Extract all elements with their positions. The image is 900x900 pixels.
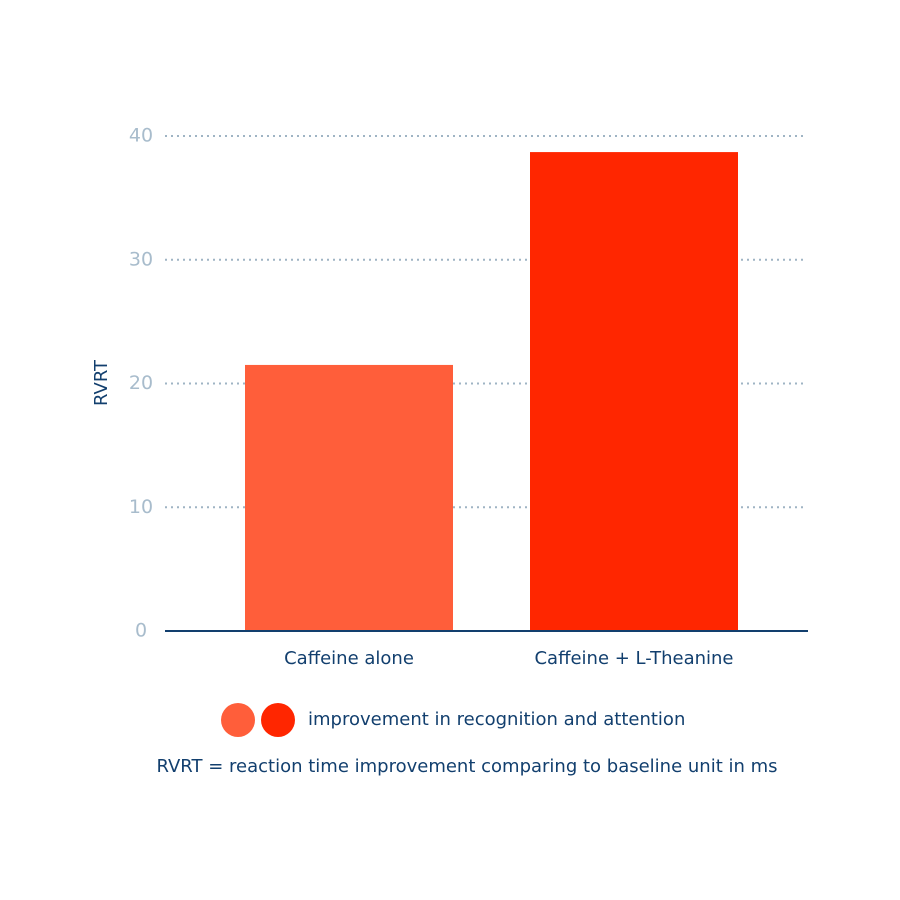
y-tick-label: 10 (129, 496, 153, 518)
bar (245, 364, 453, 631)
footnote: RVRT = reaction time improvement compari… (156, 756, 777, 777)
y-tick-label: 30 (129, 248, 153, 270)
y-axis-label: RVRT (91, 359, 112, 406)
legend-swatch (221, 703, 255, 737)
legend-swatch (261, 703, 295, 737)
legend-label: improvement in recognition and attention (308, 709, 685, 730)
y-tick-label: 0 (135, 620, 147, 642)
y-tick-label: 20 (129, 372, 153, 394)
y-tick-label: 40 (129, 125, 153, 147)
bar (530, 152, 738, 631)
x-tick-label: Caffeine alone (284, 648, 414, 669)
x-tick-label: Caffeine + L-Theanine (534, 648, 733, 669)
